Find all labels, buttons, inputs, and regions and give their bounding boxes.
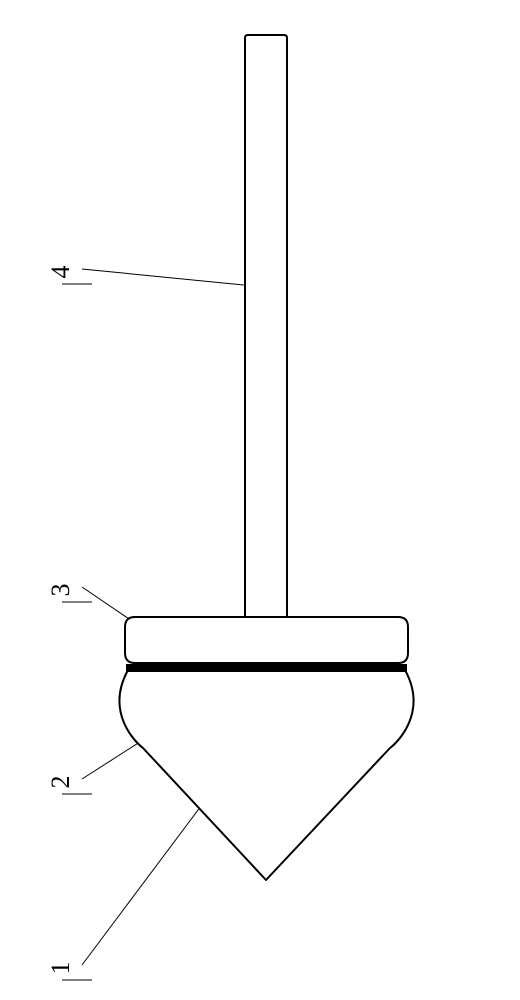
callout-label: 4 bbox=[46, 266, 75, 279]
cone-body bbox=[119, 670, 413, 880]
plate bbox=[125, 617, 408, 663]
device-outline bbox=[119, 35, 413, 880]
callout-label: 3 bbox=[46, 584, 75, 597]
callout-1: 1 bbox=[46, 778, 222, 980]
callout-label: 1 bbox=[46, 962, 75, 975]
callout-label: 2 bbox=[46, 776, 75, 789]
diagram-canvas: 1 2 3 4 bbox=[0, 0, 520, 1000]
callout-4: 4 bbox=[46, 266, 266, 290]
callout-leader bbox=[82, 269, 264, 287]
shaft bbox=[245, 35, 287, 617]
